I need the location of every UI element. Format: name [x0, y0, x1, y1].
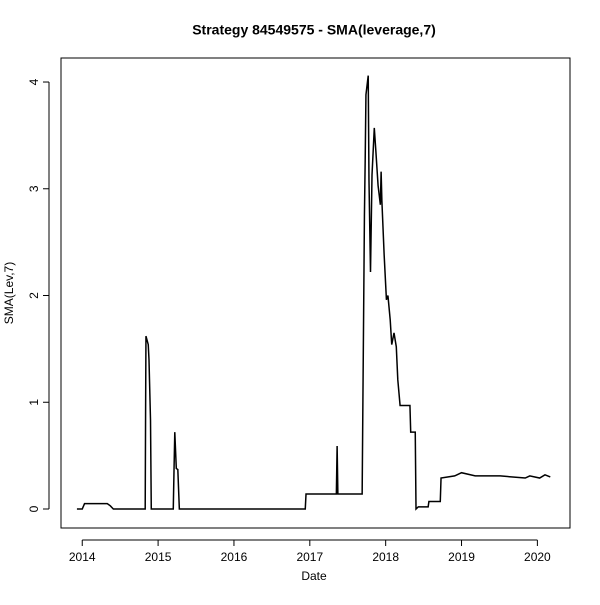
chart-title: Strategy 84549575 - SMA(leverage,7)	[192, 22, 436, 38]
y-tick-label: 0	[27, 505, 41, 512]
x-axis-label: Date	[301, 569, 327, 583]
x-tick-label: 2017	[296, 550, 323, 564]
data-line	[76, 75, 551, 511]
y-tick-label: 1	[27, 399, 41, 406]
y-tick-label: 3	[27, 185, 41, 192]
x-tick-label: 2019	[448, 550, 475, 564]
x-tick-label: 2018	[372, 550, 399, 564]
y-tick-label: 4	[27, 78, 41, 85]
y-axis-label: SMA(Lev,7)	[2, 262, 16, 324]
x-tick-label: 2014	[69, 550, 96, 564]
x-tick-label: 2015	[145, 550, 172, 564]
x-tick-label: 2016	[221, 550, 248, 564]
x-tick-label: 2020	[524, 550, 551, 564]
y-tick-label: 2	[27, 292, 41, 299]
plot-frame	[60, 57, 571, 529]
